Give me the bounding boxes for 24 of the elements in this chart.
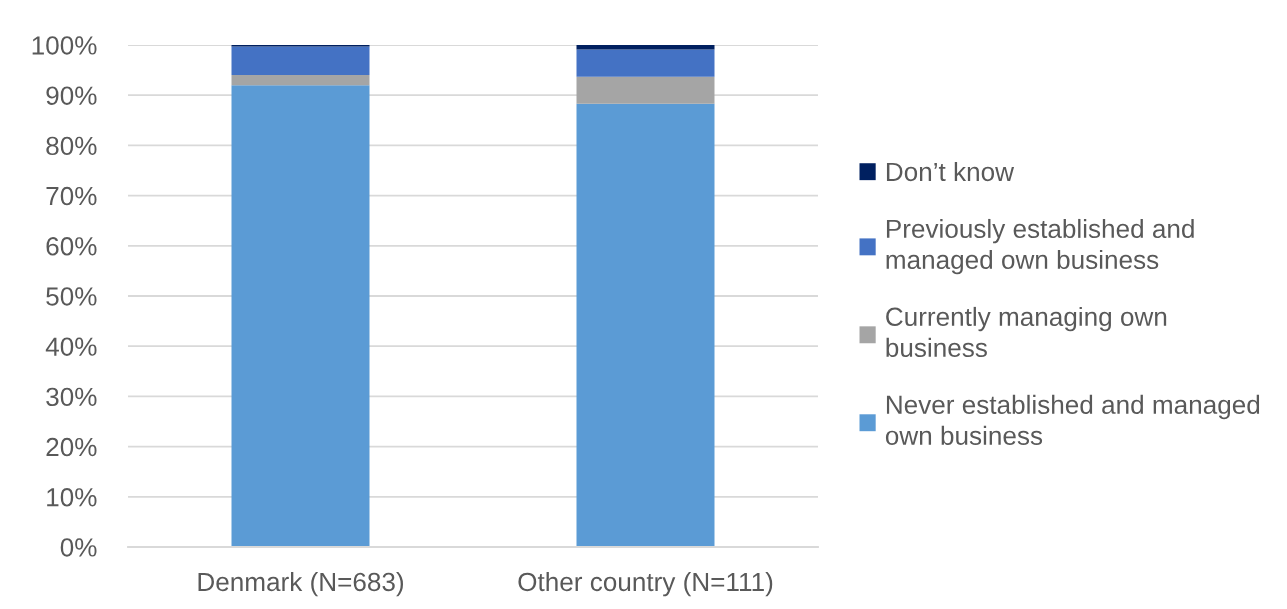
bar bbox=[576, 76, 715, 104]
y-tick-label: 0% bbox=[60, 538, 97, 557]
y-tick-label: 10% bbox=[47, 488, 97, 507]
bar bbox=[576, 45, 715, 50]
legend-label: Never established and managed own business bbox=[885, 394, 1260, 445]
x-tick-label: Other country (N=111) bbox=[518, 572, 773, 597]
bar bbox=[231, 46, 370, 76]
y-tick-label: 90% bbox=[46, 86, 97, 105]
y-tick-label: 50% bbox=[46, 287, 97, 306]
y-tick-label: 80% bbox=[46, 136, 97, 156]
y-tick-label: 20% bbox=[46, 437, 97, 457]
bar bbox=[576, 49, 715, 77]
bar bbox=[231, 85, 370, 547]
legend-label: Currently managing own business bbox=[886, 306, 1167, 358]
legend-label: Previously established and managed own business bbox=[886, 218, 1194, 275]
x-tick-label: Denmark (N=683) bbox=[198, 572, 403, 597]
y-tick-label: 60% bbox=[46, 237, 97, 256]
bar bbox=[576, 103, 715, 547]
legend-label: Don’t know bbox=[886, 161, 1015, 182]
y-tick-label: 70% bbox=[46, 186, 97, 206]
y-tick-label: 40% bbox=[45, 337, 97, 356]
y-tick-label: 100% bbox=[32, 36, 97, 55]
bar bbox=[231, 75, 370, 86]
y-tick-label: 30% bbox=[46, 387, 97, 407]
